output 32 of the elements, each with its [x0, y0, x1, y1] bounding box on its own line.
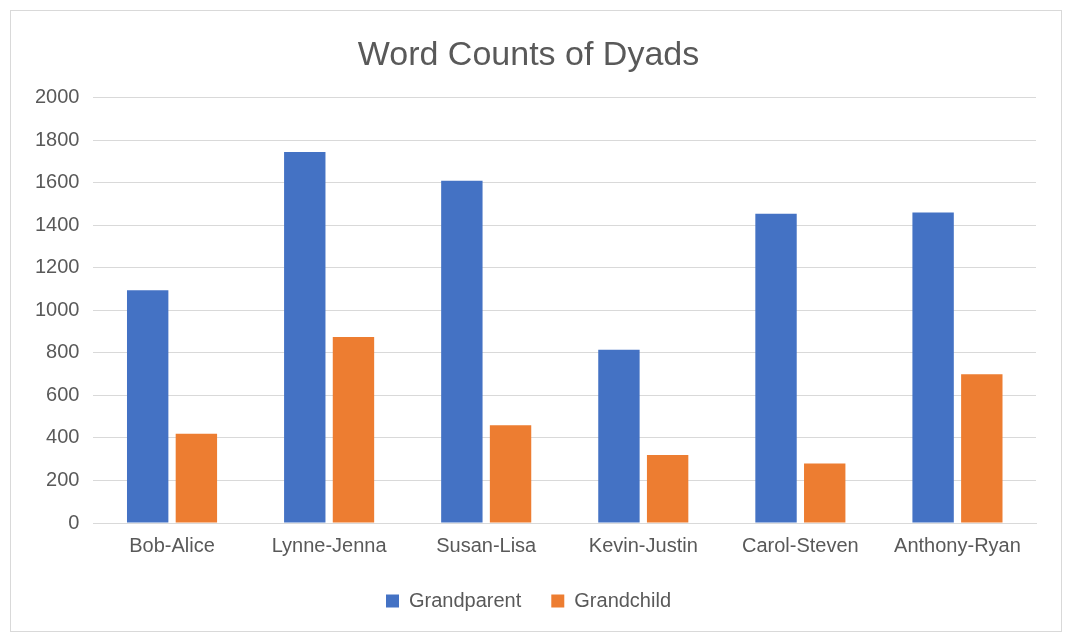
- y-tick-label: 800: [46, 340, 80, 363]
- chart-title: Word Counts of Dyads: [357, 33, 700, 72]
- x-tick-label: Kevin-Justin: [588, 533, 698, 556]
- y-tick-label: 0: [68, 510, 80, 533]
- y-tick-label: 2000: [34, 85, 80, 108]
- y-tick-label: 1600: [34, 170, 80, 193]
- bar: [489, 425, 532, 523]
- x-tick-label: Susan-Lisa: [436, 533, 538, 556]
- bar: [961, 374, 1003, 523]
- bar: [598, 349, 640, 523]
- y-tick-label: 200: [46, 468, 80, 490]
- y-tick-label: 1800: [34, 127, 80, 150]
- bar: [284, 152, 326, 523]
- legend-label: Grandparent: [408, 588, 522, 611]
- bar: [175, 433, 218, 523]
- bar: [755, 213, 797, 523]
- y-tick-label: 600: [46, 382, 80, 405]
- y-tick-label: 400: [46, 425, 80, 448]
- bar: [804, 463, 846, 523]
- y-tick-label: 1000: [34, 297, 80, 320]
- y-tick-label: 1200: [34, 255, 80, 278]
- y-tick-label: 1400: [34, 212, 80, 235]
- x-tick-label: Anthony-Ryan: [894, 533, 1021, 556]
- bar: [332, 336, 375, 523]
- bar: [441, 180, 483, 523]
- x-tick-label: Carol-Steven: [742, 533, 859, 556]
- bar: [646, 454, 689, 523]
- legend-label: Grandchild: [574, 588, 672, 611]
- bar: [126, 290, 169, 523]
- x-tick-label: Lynne-Jenna: [271, 533, 388, 556]
- x-tick-label: Bob-Alice: [129, 533, 215, 556]
- bar: [912, 212, 954, 523]
